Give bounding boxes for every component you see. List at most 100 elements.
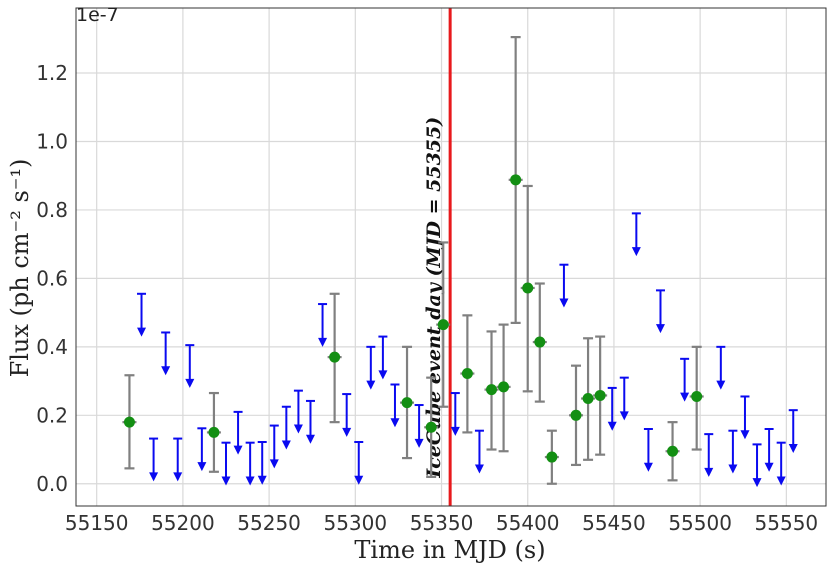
y-tick-label: 1.0 bbox=[36, 129, 68, 153]
x-tick-label: 55150 bbox=[65, 511, 129, 535]
upper-limit-arrow bbox=[474, 429, 484, 474]
y-tick-label: 0.0 bbox=[36, 472, 68, 496]
event-line-group: IceCube event day (MJD = 55355) bbox=[423, 8, 452, 506]
upper-limit-arrow bbox=[293, 389, 303, 434]
upper-limit-arrow bbox=[305, 399, 315, 444]
detection-point bbox=[570, 409, 582, 421]
upper-limit-arrow bbox=[752, 443, 762, 488]
upper-limit-head bbox=[257, 475, 267, 485]
upper-limit-arrow bbox=[776, 441, 786, 486]
upper-limit-arrow bbox=[655, 289, 665, 334]
y-tick-label: 0.6 bbox=[36, 266, 68, 290]
upper-limit-head bbox=[221, 476, 231, 486]
upper-limit-head bbox=[137, 327, 147, 337]
upper-limit-arrow bbox=[764, 427, 774, 472]
upper-limit-arrow bbox=[728, 429, 738, 474]
upper-limit-arrow bbox=[342, 393, 352, 437]
x-tick-label: 55200 bbox=[151, 511, 215, 535]
upper-limit-head bbox=[378, 370, 388, 380]
upper-limit-head bbox=[414, 438, 424, 448]
x-tick-label: 55350 bbox=[410, 511, 474, 535]
x-tick-label: 55250 bbox=[237, 511, 301, 535]
detection-point bbox=[123, 416, 135, 428]
upper-limit-arrow bbox=[354, 440, 364, 485]
upper-limit-arrow bbox=[281, 405, 291, 450]
upper-limit-arrow bbox=[257, 440, 267, 485]
upper-limit-head bbox=[680, 392, 690, 402]
upper-limit-arrow bbox=[450, 392, 460, 436]
upper-limit-arrow bbox=[414, 404, 424, 448]
upper-limit-head bbox=[233, 445, 243, 455]
upper-limit-arrow bbox=[619, 376, 629, 421]
upper-limit-arrow bbox=[318, 303, 328, 347]
y-tick-label: 0.8 bbox=[36, 198, 68, 222]
upper-limit-arrow bbox=[366, 345, 376, 390]
detections bbox=[123, 174, 703, 463]
upper-limit-arrow bbox=[716, 345, 726, 390]
event-annotation: IceCube event day (MJD = 55355) bbox=[423, 117, 445, 479]
upper-limit-head bbox=[559, 298, 569, 308]
upper-limit-arrow bbox=[390, 383, 400, 428]
upper-limit-head bbox=[643, 462, 653, 472]
upper-limit-head bbox=[740, 430, 750, 440]
upper-limit-arrow bbox=[173, 437, 183, 482]
upper-limit-arrow bbox=[378, 335, 388, 380]
upper-limit-arrow bbox=[161, 331, 171, 376]
upper-limit-head bbox=[764, 462, 774, 472]
x-tick-label: 55500 bbox=[668, 511, 732, 535]
detection-point bbox=[486, 384, 498, 396]
upper-limit-arrow bbox=[221, 441, 231, 486]
upper-limit-head bbox=[728, 464, 738, 474]
detection-point bbox=[691, 390, 703, 402]
upper-limit-head bbox=[197, 462, 207, 472]
upper-limit-head bbox=[305, 434, 315, 444]
detection-point bbox=[522, 282, 534, 294]
upper-limit-arrow bbox=[559, 263, 569, 308]
upper-limit-head bbox=[619, 411, 629, 421]
plot-frame bbox=[75, 7, 827, 507]
upper-limit-head bbox=[245, 476, 255, 486]
upper-limit-arrow bbox=[269, 424, 279, 469]
detection-point bbox=[546, 451, 558, 463]
detection-point bbox=[498, 381, 510, 393]
detection-point bbox=[461, 368, 473, 380]
x-tick-label: 55450 bbox=[582, 511, 646, 535]
y-axis-label: Flux (ph cm⁻² s⁻¹) bbox=[6, 159, 34, 378]
y-tick-label: 1.2 bbox=[36, 61, 68, 85]
upper-limit-arrow bbox=[704, 433, 714, 477]
upper-limit-head bbox=[607, 421, 617, 431]
upper-limit-head bbox=[354, 475, 364, 485]
upper-limit-head bbox=[269, 459, 279, 469]
upper-limit-head bbox=[281, 440, 291, 450]
detection-point bbox=[401, 397, 413, 409]
upper-limit-head bbox=[474, 464, 484, 474]
upper-limit-arrow bbox=[607, 386, 617, 431]
upper-limit-head bbox=[342, 427, 352, 437]
upper-limit-head bbox=[704, 467, 714, 477]
upper-limits bbox=[137, 212, 798, 488]
upper-limit-arrow bbox=[643, 427, 653, 472]
detection-point bbox=[510, 174, 522, 186]
y-tick-label: 0.4 bbox=[36, 335, 68, 359]
upper-limit-head bbox=[318, 337, 328, 347]
upper-limit-head bbox=[752, 478, 762, 488]
upper-limit-head bbox=[149, 472, 159, 482]
x-axis-label: Time in MJD (s) bbox=[354, 536, 545, 564]
upper-limit-arrow bbox=[233, 410, 243, 455]
upper-limit-arrow bbox=[185, 344, 195, 388]
upper-limit-head bbox=[366, 380, 376, 390]
detection-point bbox=[329, 351, 341, 363]
upper-limit-head bbox=[631, 247, 641, 257]
x-tick-label: 55550 bbox=[755, 511, 819, 535]
detection-point bbox=[667, 445, 679, 457]
upper-limit-head bbox=[161, 366, 171, 376]
upper-limit-head bbox=[776, 476, 786, 486]
detection-point bbox=[425, 421, 437, 433]
upper-limit-arrow bbox=[631, 212, 641, 257]
upper-limit-arrow bbox=[788, 409, 798, 453]
upper-limit-head bbox=[655, 324, 665, 334]
upper-limit-head bbox=[185, 378, 195, 388]
y-axis-multiplier: 1e-7 bbox=[76, 4, 119, 26]
